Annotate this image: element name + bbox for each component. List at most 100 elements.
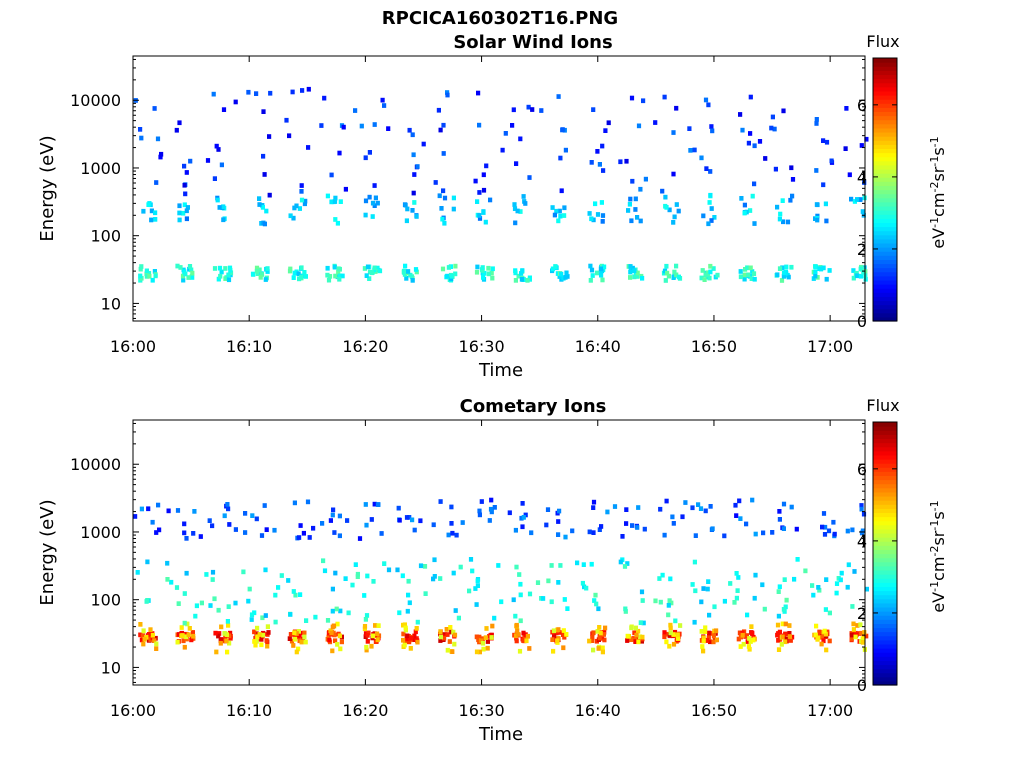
heatmap-cell (401, 268, 407, 274)
heatmap-cell (811, 592, 816, 598)
heatmap-cell (858, 197, 863, 202)
heatmap-cell (175, 508, 181, 513)
heatmap-cell (660, 188, 665, 194)
colorbar-step (873, 173, 897, 178)
colorbar-step (873, 279, 897, 285)
heatmap-cell (780, 265, 785, 271)
heatmap-cell (783, 604, 788, 610)
heatmap-cell (291, 643, 296, 648)
heatmap-cell (738, 112, 743, 117)
heatmap-cell (447, 639, 452, 644)
colorbar-step (873, 148, 897, 154)
heatmap-cell (176, 601, 181, 606)
heatmap-cell (554, 630, 559, 636)
heatmap-cell (594, 270, 600, 276)
heatmap-cell (440, 216, 445, 222)
heatmap-cell (744, 633, 749, 638)
heatmap-cell (386, 567, 392, 573)
heatmap-cell (595, 149, 600, 154)
heatmap-cell (376, 623, 381, 628)
heatmap-cell (330, 648, 335, 654)
heatmap-cell (701, 213, 706, 219)
heatmap-cell (596, 646, 601, 651)
colorbar-step (873, 557, 897, 563)
heatmap-cell (658, 506, 663, 512)
heatmap-cell (483, 219, 488, 225)
heatmap-cell (663, 203, 668, 209)
heatmap-cell (823, 201, 828, 207)
heatmap-cell (772, 126, 777, 132)
heatmap-cell (158, 154, 163, 160)
heatmap-cell (145, 559, 150, 565)
heatmap-cell (589, 216, 594, 222)
heatmap-cell (843, 146, 848, 151)
heatmap-cell (224, 638, 229, 644)
heatmap-cell (477, 508, 482, 514)
heatmap-cell (262, 221, 267, 227)
heatmap-cell (489, 635, 494, 640)
heatmap-cell (590, 638, 595, 643)
colorbar-step (873, 119, 897, 125)
heatmap-cell (403, 263, 408, 269)
heatmap-cell (678, 623, 683, 628)
heatmap-cell (676, 274, 681, 280)
heatmap-cell (329, 172, 334, 178)
colorbar-step (873, 226, 897, 232)
heatmap-cell (762, 606, 767, 612)
heatmap-cell (402, 272, 407, 277)
heatmap-cell (145, 598, 150, 603)
heatmap-cell (477, 649, 482, 655)
heatmap-cell (369, 643, 374, 649)
heatmap-cell (445, 90, 450, 95)
heatmap-cell (640, 598, 645, 603)
heatmap-cell (738, 274, 743, 280)
heatmap-cell (233, 527, 238, 532)
heatmap-cell (254, 265, 260, 271)
heatmap-cell (375, 200, 380, 206)
heatmap-cell (551, 628, 556, 634)
heatmap-cell (601, 632, 606, 637)
heatmap-cell (745, 265, 750, 271)
heatmap-cell (458, 564, 463, 570)
heatmap-cell (227, 640, 232, 646)
heatmap-cell (432, 574, 437, 579)
heatmap-cell (620, 534, 625, 539)
heatmap-cell (507, 510, 512, 516)
heatmap-cell (370, 200, 376, 206)
heatmap-cell (287, 133, 292, 139)
heatmap-cell (781, 108, 786, 114)
heatmap-cell (403, 625, 408, 631)
heatmap-cell (787, 631, 792, 636)
heatmap-cell (671, 171, 676, 177)
heatmap-cell (449, 504, 454, 510)
heatmap-cell (745, 639, 750, 644)
heatmap-cell (520, 524, 525, 530)
heatmap-cell (292, 630, 297, 636)
heatmap-cell (264, 527, 269, 532)
heatmap-cell (243, 530, 248, 535)
heatmap-cell (598, 630, 603, 636)
heatmap-cell (254, 638, 259, 644)
heatmap-cell (227, 633, 232, 639)
heatmap-cell (722, 598, 727, 604)
heatmap-cell (706, 221, 711, 227)
colorbar-step (873, 255, 897, 260)
heatmap-cell (776, 638, 781, 643)
colorbar-step (873, 446, 897, 452)
heatmap-cell (788, 638, 793, 643)
heatmap-cell (481, 275, 486, 280)
heatmap-cell (473, 586, 478, 591)
heatmap-cell (222, 513, 227, 519)
heatmap-cell (322, 95, 327, 101)
heatmap-cell (486, 271, 491, 277)
heatmap-cell (824, 139, 830, 145)
heatmap-cell (337, 150, 342, 156)
heatmap-cell (803, 568, 808, 574)
heatmap-cell (480, 265, 485, 270)
heatmap-cell (262, 503, 267, 508)
heatmap-cell (438, 127, 443, 133)
plot-frame (132, 419, 866, 686)
heatmap-cell (706, 102, 711, 108)
heatmap-cell (364, 644, 369, 650)
